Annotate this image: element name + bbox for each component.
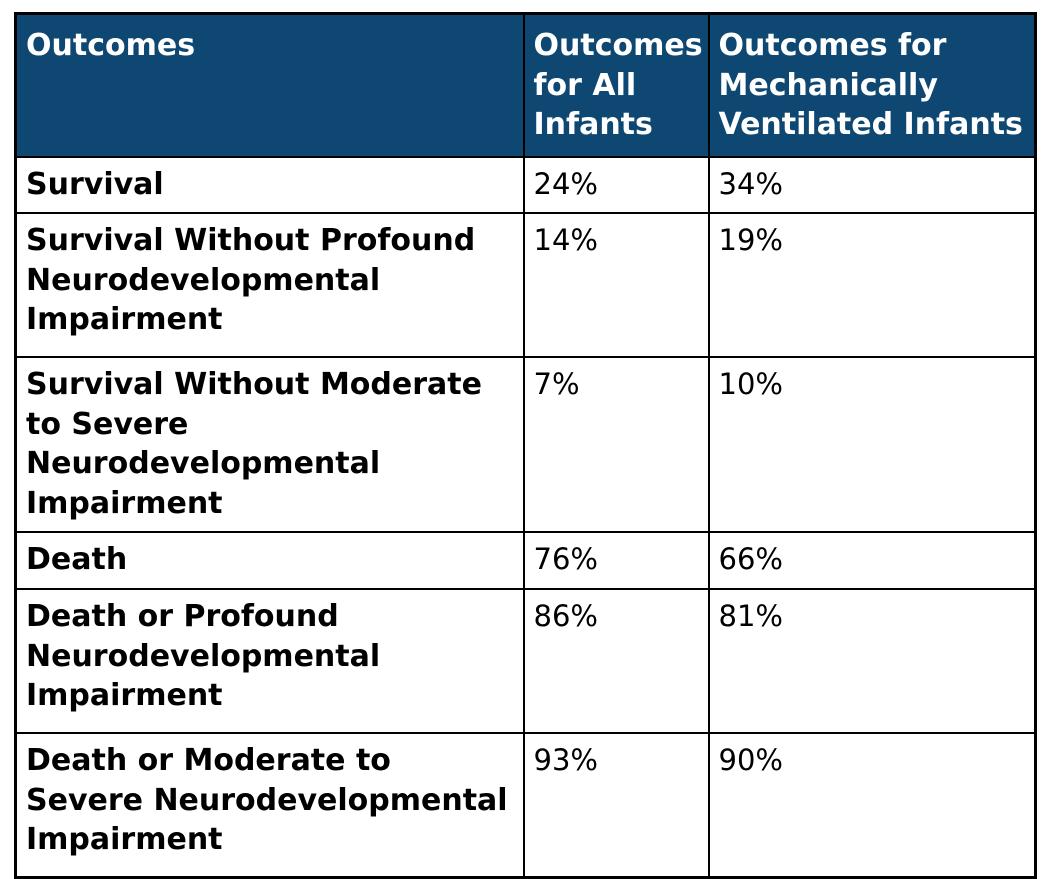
- table-row: Survival Without Moderate to Severe Neur…: [14, 356, 1037, 534]
- row-label-death-or-profound: Death or Profound Neurodevelopmental Imp…: [14, 588, 525, 735]
- value-ventilated: 34%: [707, 155, 1037, 215]
- header-row: Outcomes Outcomes for All Infants Outcom…: [14, 12, 1037, 158]
- row-label-survival-without-moderate: Survival Without Moderate to Severe Neur…: [14, 356, 525, 534]
- value-ventilated: 19%: [707, 212, 1037, 359]
- value-all-infants: 93%: [522, 732, 710, 879]
- value-ventilated: 66%: [707, 531, 1037, 591]
- row-label-survival: Survival: [14, 155, 525, 215]
- value-ventilated: 10%: [707, 356, 1037, 534]
- value-ventilated: 81%: [707, 588, 1037, 735]
- value-all-infants: 7%: [522, 356, 710, 534]
- row-label-survival-without-profound: Survival Without Profound Neurodevelopme…: [14, 212, 525, 359]
- table-row: Death or Profound Neurodevelopmental Imp…: [14, 588, 1037, 735]
- header-outcomes: Outcomes: [14, 12, 525, 158]
- row-label-death-or-moderate: Death or Moderate to Severe Neurodevelop…: [14, 732, 525, 879]
- table-header: Outcomes Outcomes for All Infants Outcom…: [14, 12, 1037, 158]
- header-all-infants: Outcomes for All Infants: [522, 12, 710, 158]
- value-all-infants: 86%: [522, 588, 710, 735]
- table-row: Survival 24% 34%: [14, 155, 1037, 215]
- value-all-infants: 24%: [522, 155, 710, 215]
- table-row: Survival Without Profound Neurodevelopme…: [14, 212, 1037, 359]
- table-body: Survival 24% 34% Survival Without Profou…: [14, 155, 1037, 879]
- row-label-death: Death: [14, 531, 525, 591]
- outcomes-table: Outcomes Outcomes for All Infants Outcom…: [14, 12, 1037, 879]
- value-all-infants: 14%: [522, 212, 710, 359]
- value-all-infants: 76%: [522, 531, 710, 591]
- header-ventilated-infants: Outcomes for Mechanically Ventilated Inf…: [707, 12, 1037, 158]
- value-ventilated: 90%: [707, 732, 1037, 879]
- table-row: Death or Moderate to Severe Neurodevelop…: [14, 732, 1037, 879]
- table-row: Death 76% 66%: [14, 531, 1037, 591]
